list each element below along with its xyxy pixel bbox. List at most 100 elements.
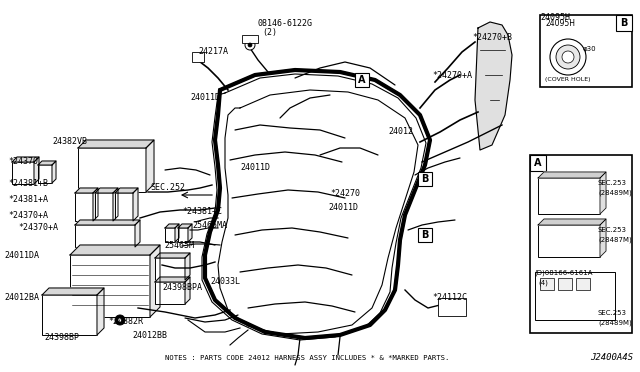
Bar bbox=[38, 165, 52, 183]
Bar bbox=[75, 193, 93, 221]
Polygon shape bbox=[600, 219, 606, 257]
Text: *24381+A: *24381+A bbox=[8, 196, 48, 205]
Bar bbox=[438, 298, 466, 316]
Polygon shape bbox=[538, 172, 606, 178]
Text: J2400A4S: J2400A4S bbox=[590, 353, 633, 362]
Text: 24011D: 24011D bbox=[328, 203, 358, 212]
Text: *24112C: *24112C bbox=[432, 294, 467, 302]
Polygon shape bbox=[113, 188, 118, 221]
Text: A: A bbox=[358, 75, 365, 85]
Text: *24382R: *24382R bbox=[108, 317, 143, 327]
Polygon shape bbox=[155, 253, 190, 258]
Polygon shape bbox=[135, 220, 140, 247]
Polygon shape bbox=[475, 22, 512, 150]
Text: (28489M): (28489M) bbox=[598, 190, 632, 196]
Bar bbox=[418, 228, 432, 242]
Bar bbox=[12, 162, 34, 184]
Text: 24011D: 24011D bbox=[190, 93, 220, 102]
Polygon shape bbox=[75, 188, 98, 193]
Polygon shape bbox=[188, 224, 192, 242]
Text: A: A bbox=[534, 158, 541, 168]
Text: *24381+B: *24381+B bbox=[8, 179, 48, 187]
Circle shape bbox=[248, 43, 252, 47]
Bar bbox=[165, 228, 175, 242]
Text: 24033L: 24033L bbox=[210, 278, 240, 286]
Polygon shape bbox=[78, 140, 154, 148]
Polygon shape bbox=[12, 157, 39, 162]
Text: (D)08166-6161A: (D)08166-6161A bbox=[534, 270, 593, 276]
Circle shape bbox=[550, 39, 586, 75]
Text: 24095H: 24095H bbox=[540, 13, 570, 22]
Bar bbox=[558, 278, 572, 290]
Bar bbox=[576, 278, 590, 290]
Bar bbox=[75, 225, 135, 247]
Text: 24012BB: 24012BB bbox=[132, 330, 167, 340]
Text: 24095H: 24095H bbox=[545, 19, 575, 28]
Circle shape bbox=[562, 51, 574, 63]
Circle shape bbox=[118, 318, 122, 322]
Circle shape bbox=[245, 40, 255, 50]
Text: 24398BP: 24398BP bbox=[44, 334, 79, 343]
Text: SEC.252: SEC.252 bbox=[150, 183, 185, 192]
Text: (4): (4) bbox=[538, 280, 548, 286]
Text: *24270+A: *24270+A bbox=[432, 71, 472, 80]
Text: *24370: *24370 bbox=[8, 157, 38, 167]
Text: 25465M: 25465M bbox=[164, 241, 194, 250]
Text: 24382VB: 24382VB bbox=[52, 138, 87, 147]
Bar bbox=[155, 258, 185, 280]
Polygon shape bbox=[538, 219, 606, 225]
Polygon shape bbox=[146, 140, 154, 192]
Polygon shape bbox=[115, 188, 138, 193]
Text: 24011DA: 24011DA bbox=[4, 250, 39, 260]
Text: *24370+A: *24370+A bbox=[18, 224, 58, 232]
Bar bbox=[535, 272, 615, 320]
Bar bbox=[530, 155, 546, 171]
Bar bbox=[78, 148, 146, 192]
Polygon shape bbox=[185, 277, 190, 304]
Text: SEC.253: SEC.253 bbox=[598, 227, 627, 233]
Polygon shape bbox=[34, 157, 39, 184]
Text: (2): (2) bbox=[262, 29, 277, 38]
Text: 25465MA: 25465MA bbox=[192, 221, 227, 230]
Polygon shape bbox=[150, 245, 160, 317]
Text: SEC.253: SEC.253 bbox=[598, 310, 627, 316]
Bar bbox=[418, 172, 432, 186]
Polygon shape bbox=[165, 224, 179, 228]
Polygon shape bbox=[42, 288, 104, 295]
Text: *24370+A: *24370+A bbox=[8, 211, 48, 219]
Text: B: B bbox=[620, 18, 628, 28]
Bar bbox=[70, 255, 150, 317]
Text: SEC.253: SEC.253 bbox=[598, 180, 627, 186]
Bar bbox=[530, 155, 632, 333]
Polygon shape bbox=[155, 277, 190, 282]
Bar bbox=[242, 35, 258, 43]
Polygon shape bbox=[600, 172, 606, 214]
Bar bbox=[538, 178, 600, 214]
Polygon shape bbox=[70, 245, 160, 255]
Polygon shape bbox=[178, 224, 192, 228]
Bar bbox=[538, 225, 600, 257]
Bar bbox=[355, 73, 369, 87]
Text: 24012BA: 24012BA bbox=[4, 294, 39, 302]
Bar bbox=[178, 228, 188, 242]
Text: NOTES : PARTS CODE 24012 HARNESS ASSY INCLUDES * & *MARKED PARTS.: NOTES : PARTS CODE 24012 HARNESS ASSY IN… bbox=[165, 355, 449, 361]
Polygon shape bbox=[38, 161, 56, 165]
Text: (28487M): (28487M) bbox=[598, 237, 632, 243]
Polygon shape bbox=[52, 161, 56, 183]
Text: 24012: 24012 bbox=[388, 128, 413, 137]
Circle shape bbox=[115, 315, 125, 325]
Text: φ30: φ30 bbox=[583, 46, 596, 52]
Text: *24270: *24270 bbox=[330, 189, 360, 198]
Bar bbox=[155, 282, 185, 304]
Bar bbox=[115, 193, 133, 221]
Text: (28489M): (28489M) bbox=[598, 320, 632, 326]
Text: (COVER HOLE): (COVER HOLE) bbox=[545, 77, 591, 81]
Text: 24217A: 24217A bbox=[198, 48, 228, 57]
Polygon shape bbox=[133, 188, 138, 221]
Text: *24270+B: *24270+B bbox=[472, 33, 512, 42]
Polygon shape bbox=[95, 188, 118, 193]
Bar bbox=[192, 52, 204, 62]
Bar bbox=[95, 193, 113, 221]
Text: 24011D: 24011D bbox=[240, 164, 270, 173]
Bar bbox=[42, 295, 97, 335]
